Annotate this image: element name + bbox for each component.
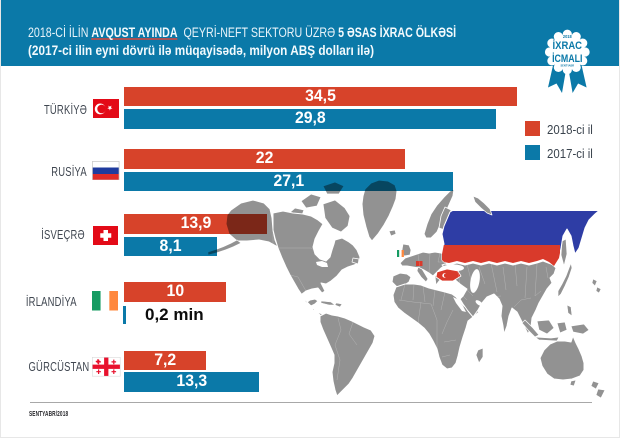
svg-text:2018: 2018 <box>563 34 572 39</box>
svg-text:İXRAC: İXRAC <box>553 38 583 52</box>
svg-text:SENTYABR: SENTYABR <box>561 64 575 68</box>
svg-text:İCMALI: İCMALI <box>552 51 583 66</box>
